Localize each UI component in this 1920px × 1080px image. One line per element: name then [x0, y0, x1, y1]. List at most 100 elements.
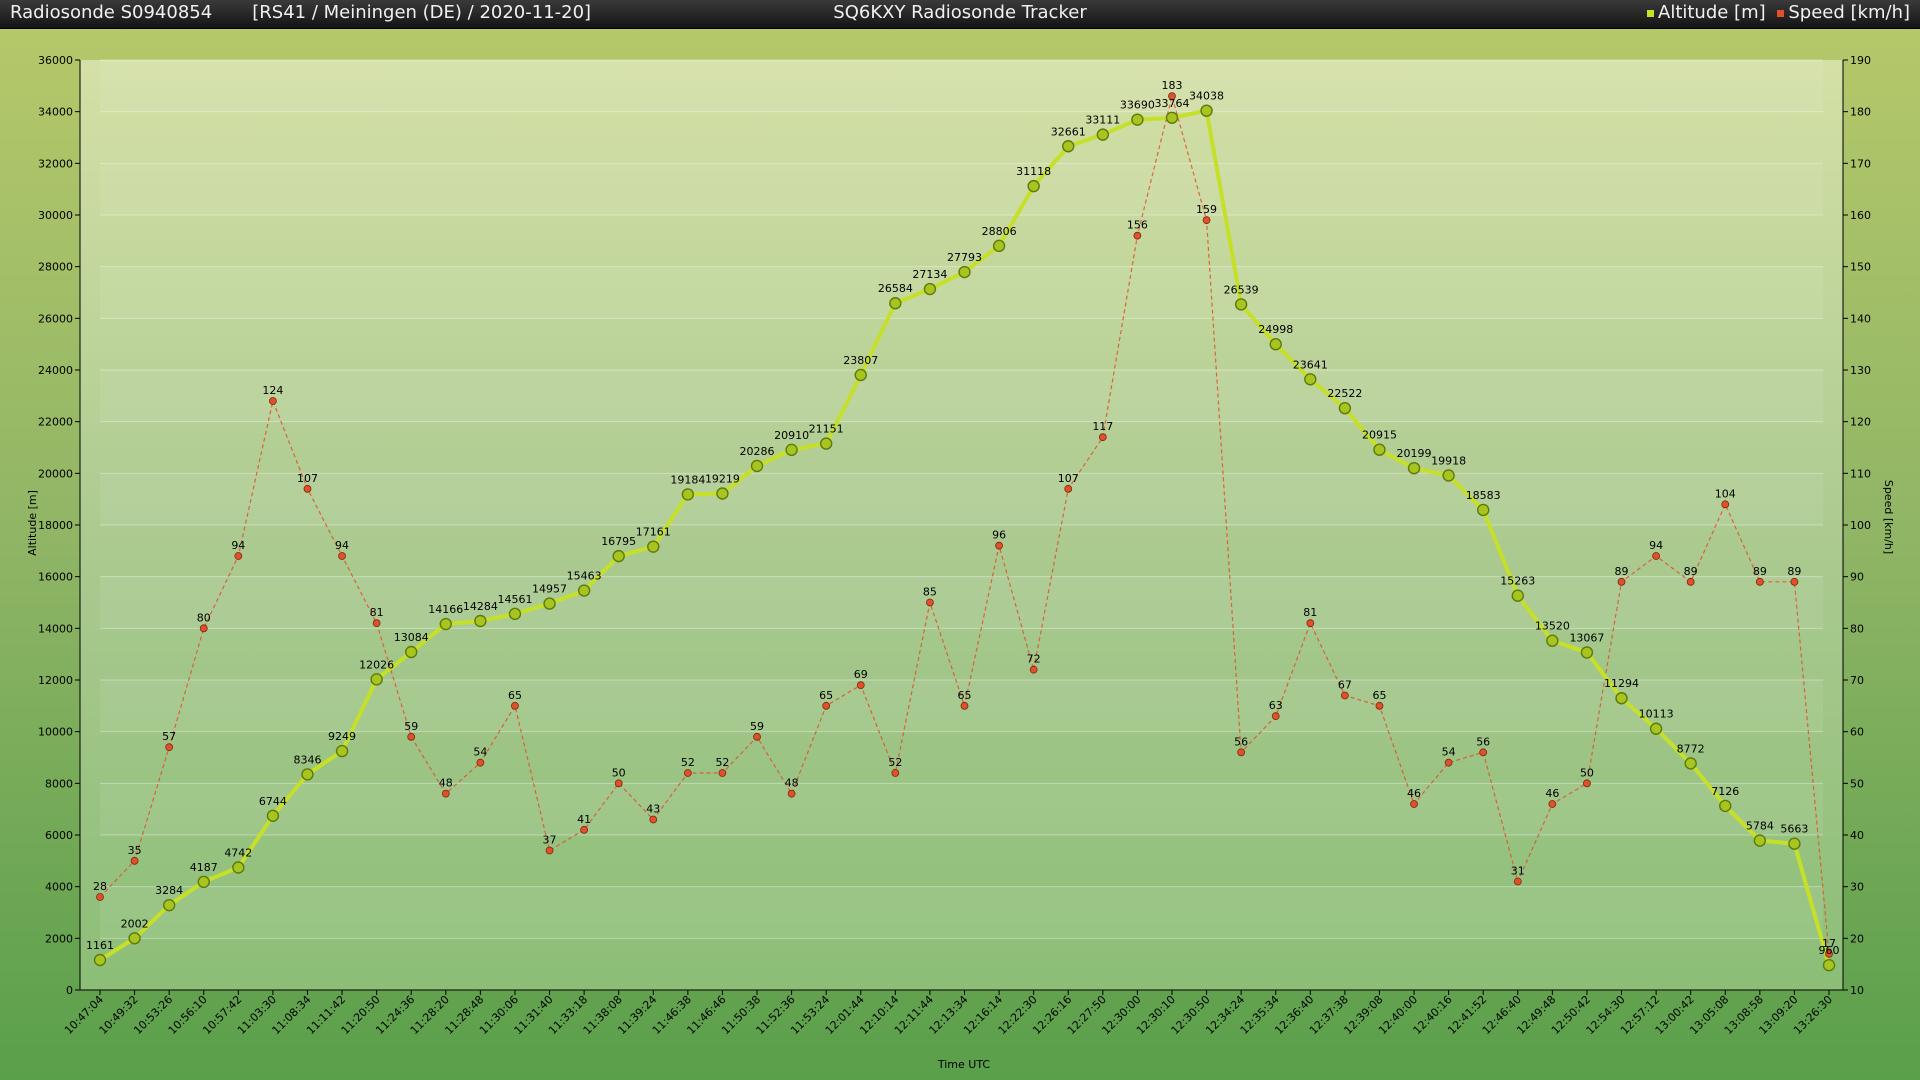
altitude-point: [992, 239, 1006, 253]
speed-point: [407, 732, 416, 741]
speed-point: [511, 701, 519, 710]
y-tick-label: 24000: [38, 364, 73, 377]
y2-tick-label: 150: [1850, 261, 1871, 274]
altitude-point: [1511, 589, 1524, 602]
altitude-point: [232, 861, 245, 874]
sonde-info: Radiosonde S0940854 [RS41 / Meiningen (D…: [10, 2, 592, 23]
speed-data-label: 107: [1058, 472, 1079, 485]
speed-point: [1168, 92, 1176, 101]
altitude-data-label: 33764: [1154, 97, 1189, 110]
speed-data-label: 65: [508, 689, 522, 702]
altitude-data-label: 20199: [1397, 447, 1432, 460]
speed-point: [787, 789, 796, 798]
speed-data-label: 35: [128, 844, 142, 857]
y2-tick-label: 130: [1850, 364, 1871, 377]
speed-data-label: 43: [646, 803, 660, 816]
y2-tick-label: 50: [1850, 777, 1864, 790]
speed-data-label: 48: [439, 777, 453, 790]
altitude-data-label: 33111: [1085, 114, 1120, 127]
speed-point: [96, 893, 104, 901]
altitude-point: [301, 768, 314, 781]
speed-point: [1133, 231, 1142, 240]
speed-data-label: 104: [1715, 487, 1736, 500]
y2-tick-label: 170: [1850, 157, 1871, 170]
altitude-data-label: 23641: [1293, 358, 1328, 371]
altitude-data-label: 31118: [1016, 165, 1051, 178]
speed-point: [891, 769, 900, 777]
altitude-data-label: 13067: [1569, 631, 1604, 644]
speed-point: [1098, 433, 1107, 442]
altitude-data-label: 26539: [1224, 283, 1259, 296]
y-tick-label: 22000: [38, 416, 73, 429]
altitude-point: [266, 809, 280, 822]
altitude-data-label: 14284: [463, 600, 498, 613]
altitude-data-label: 21151: [809, 423, 844, 436]
speed-point: [1825, 949, 1833, 958]
altitude-data-label: 13520: [1535, 620, 1570, 633]
altitude-data-label: 14957: [532, 583, 567, 596]
speed-data-label: 50: [612, 766, 626, 779]
speed-data-label: 89: [1684, 565, 1698, 578]
altitude-data-label: 4187: [190, 861, 218, 874]
altitude-data-label: 5663: [1780, 823, 1808, 836]
altitude-data-label: 27134: [912, 268, 947, 281]
altitude-point: [1546, 634, 1559, 647]
speed-data-label: 37: [543, 834, 557, 847]
altitude-data-label: 19918: [1431, 454, 1466, 467]
altitude-data-label: 34038: [1189, 90, 1224, 103]
speed-point: [683, 769, 692, 777]
altitude-data-label: 8346: [293, 753, 321, 766]
altitude-data-label: 32661: [1051, 125, 1086, 138]
altitude-point: [958, 265, 971, 279]
altitude-data-label: 15263: [1500, 575, 1535, 588]
altitude-data-label: 28806: [982, 225, 1017, 238]
altitude-point: [785, 443, 798, 457]
grid-band: [100, 886, 1823, 939]
altitude-point: [819, 437, 833, 450]
altitude-data-label: 23807: [843, 354, 878, 367]
altitude-data-label: 960: [1819, 944, 1840, 957]
speed-point: [1479, 748, 1488, 757]
altitude-point: [1338, 401, 1352, 415]
altitude-data-label: 3284: [155, 884, 183, 897]
speed-point: [960, 701, 969, 710]
legend-altitude: Altitude [m]: [1658, 2, 1766, 23]
speed-data-label: 46: [1407, 787, 1421, 800]
speed-data-label: 67: [1338, 679, 1352, 692]
grid-band: [100, 370, 1823, 422]
grid-band: [100, 783, 1823, 835]
altitude-data-label: 6744: [259, 795, 287, 808]
speed-data-label: 85: [923, 586, 937, 599]
y2-tick-label: 120: [1850, 416, 1871, 429]
altitude-data-label: 8772: [1677, 742, 1705, 755]
y2-axis-title: Speed [km/h]: [1882, 480, 1895, 554]
altitude-data-label: 1161: [86, 939, 114, 952]
altitude-point: [1027, 179, 1040, 193]
altitude-data-label: 22522: [1327, 387, 1362, 400]
y-tick-label: 18000: [38, 519, 73, 532]
speed-point: [1444, 758, 1453, 767]
altitude-point: [128, 932, 141, 945]
speed-data-label: 48: [785, 777, 799, 790]
altitude-data-label: 27793: [947, 251, 982, 264]
speed-data-label: 183: [1161, 79, 1182, 92]
speed-data-label: 65: [819, 689, 833, 702]
altitude-point: [577, 584, 591, 597]
speed-data-label: 65: [958, 689, 972, 702]
altitude-point: [1442, 469, 1455, 482]
y-tick-label: 2000: [45, 932, 73, 945]
speed-data-label: 56: [1234, 735, 1248, 748]
y-tick-label: 34000: [38, 106, 73, 119]
legend: Altitude [m] Speed [km/h]: [1647, 0, 1910, 26]
y2-tick-label: 140: [1850, 312, 1871, 325]
altitude-data-label: 10113: [1639, 708, 1674, 721]
speed-point: [926, 598, 934, 607]
speed-point: [545, 846, 554, 855]
altitude-data-label: 18583: [1466, 489, 1501, 502]
altitude-point: [439, 617, 452, 631]
altitude-data-label: 20910: [774, 429, 809, 442]
speed-point: [1237, 748, 1246, 757]
speed-data-label: 52: [715, 756, 729, 769]
speed-data-label: 59: [750, 720, 764, 733]
